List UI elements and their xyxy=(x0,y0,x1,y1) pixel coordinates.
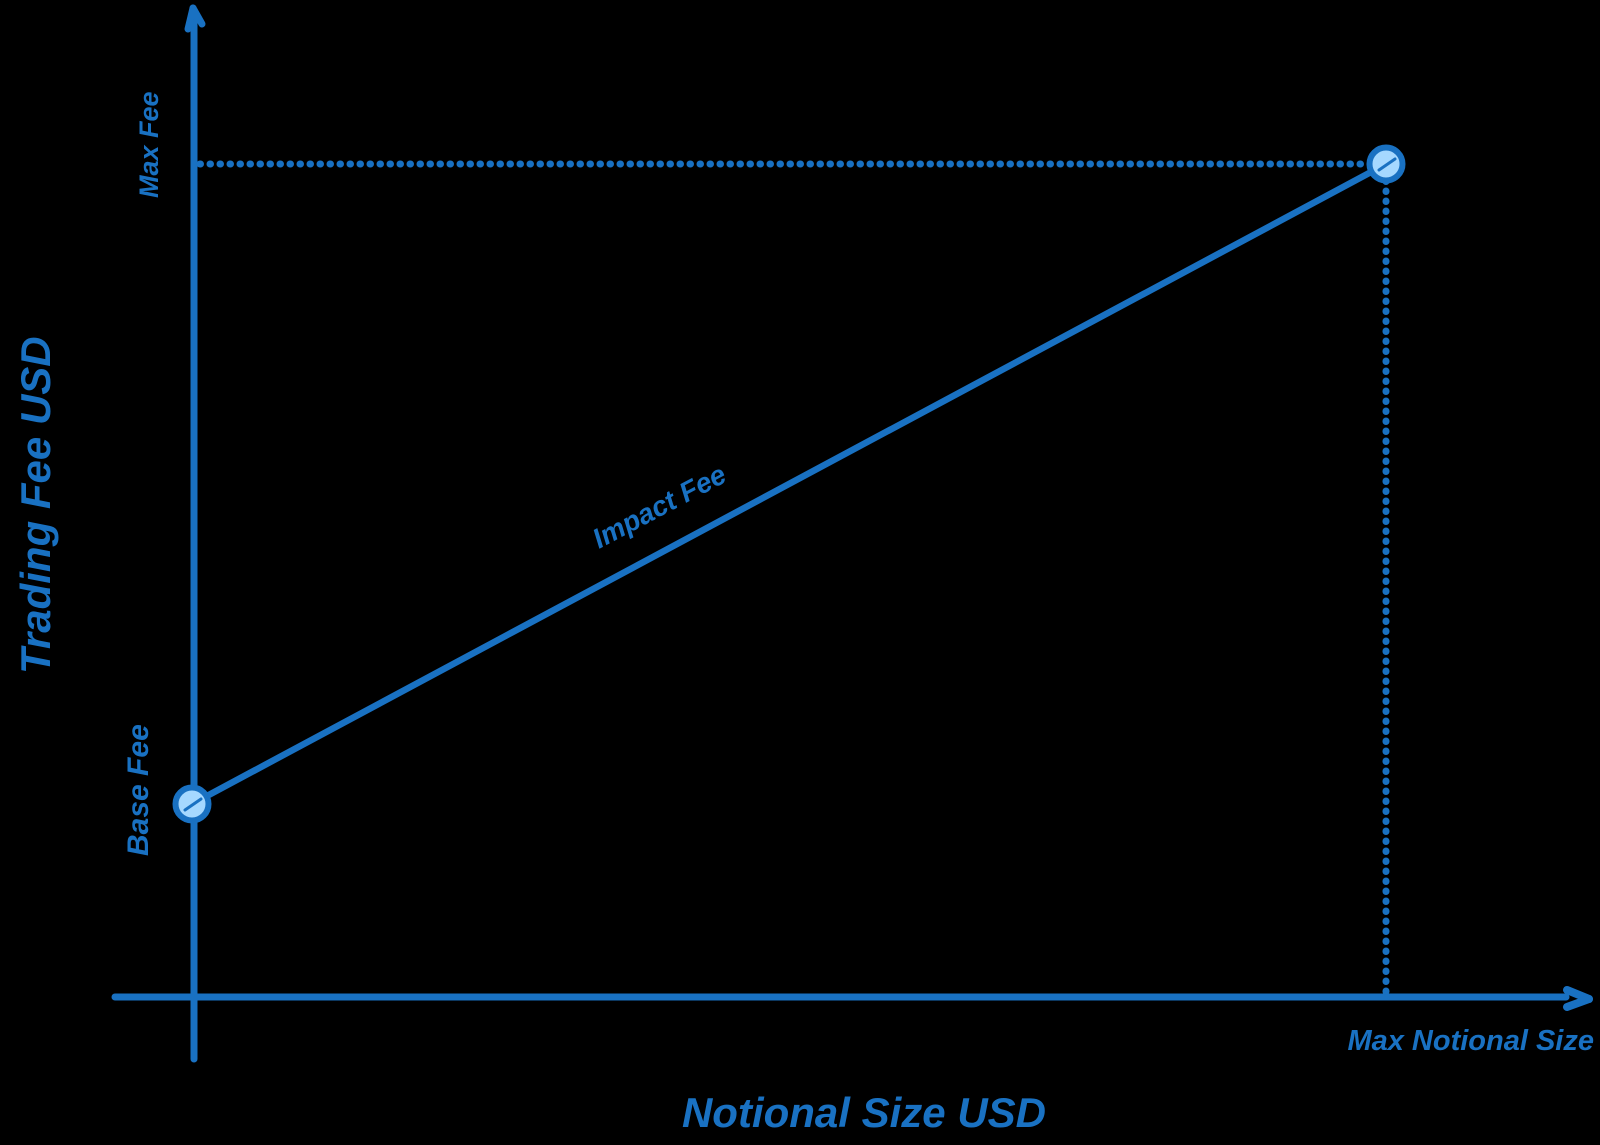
svg-text:Notional Size USD: Notional Size USD xyxy=(682,1089,1046,1136)
svg-text:Base Fee: Base Fee xyxy=(122,724,155,856)
svg-text:Trading Fee USD: Trading Fee USD xyxy=(12,336,59,674)
svg-text:Impact Fee: Impact Fee xyxy=(587,458,731,554)
svg-text:Max Fee: Max Fee xyxy=(134,91,164,198)
svg-text:Max Notional Size: Max Notional Size xyxy=(1347,1025,1594,1057)
